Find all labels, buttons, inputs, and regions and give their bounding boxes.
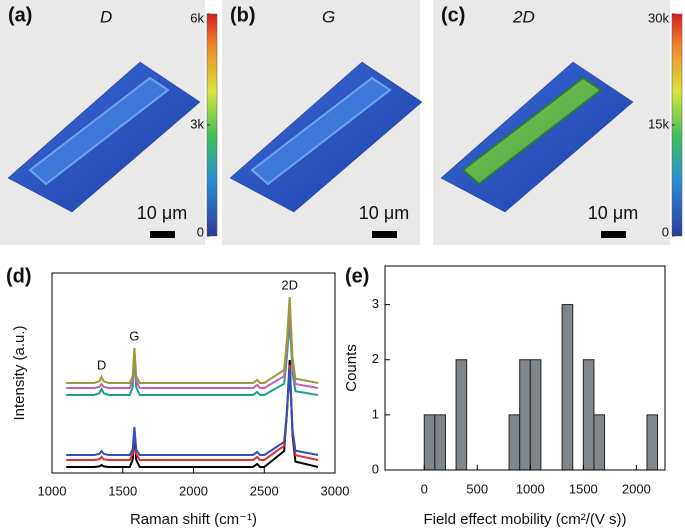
panel-label: (c): [441, 4, 465, 26]
spectrum: [66, 359, 319, 468]
map-title: D: [100, 7, 112, 26]
x-tick-label: 1000: [516, 481, 545, 496]
panel-label: (b): [230, 4, 256, 26]
bar: [455, 359, 468, 471]
x-tick-label: 1000: [38, 483, 67, 498]
y-tick-label: 3: [372, 296, 379, 311]
x-tick-label: 500: [466, 481, 488, 496]
x-tick-label: 2000: [622, 481, 651, 496]
y-axis-label: Intensity (a.u.): [11, 325, 28, 420]
bar: [423, 414, 436, 471]
bar: [529, 359, 542, 471]
x-axis-label: Field effect mobility (cm²/(V s)): [423, 511, 626, 528]
scale-bar-label: 10 μm: [137, 203, 187, 223]
bar: [646, 414, 659, 471]
x-tick-label: 2000: [179, 483, 208, 498]
bar: [508, 414, 521, 471]
map-title: 2D: [512, 7, 535, 26]
bar: [519, 359, 531, 471]
map-channel: [250, 76, 392, 186]
panel-label: (e): [345, 265, 369, 287]
x-axis-label: Raman shift (cm⁻¹): [130, 511, 257, 528]
colorbar-tick-label: 0: [197, 224, 204, 239]
x-tick-label: 3000: [321, 483, 350, 498]
scale-bar: [150, 231, 175, 238]
spectrum: [66, 296, 319, 384]
x-tick-label: 0: [421, 481, 428, 496]
panel-label: (d): [6, 265, 32, 287]
panel-label: (a): [8, 4, 32, 26]
colorbar-tick-label: 6k: [190, 10, 204, 25]
peak-label: G: [129, 328, 139, 343]
bar: [582, 359, 595, 471]
colorbar-tick-label: 3k: [190, 116, 204, 131]
bar: [434, 414, 446, 471]
map-title: G: [322, 7, 335, 26]
spectrum: [66, 309, 319, 389]
spectrum: [66, 368, 319, 456]
colorbar-tick-label: 15k: [648, 116, 669, 131]
map-channel: [28, 76, 170, 186]
scale-bar-label: 10 μm: [359, 203, 409, 223]
peak-label: D: [97, 357, 106, 372]
y-axis-label: Counts: [343, 344, 360, 392]
peak-label: 2D: [281, 277, 298, 292]
y-tick-label: 1: [372, 406, 379, 421]
colorbar-tick-label: 0: [662, 224, 669, 239]
bar: [593, 414, 606, 471]
x-tick-label: 1500: [108, 483, 137, 498]
scale-bar-label: 10 μm: [588, 203, 638, 223]
map-channel: [461, 76, 603, 186]
x-tick-label: 2500: [250, 483, 279, 498]
colorbar-tick-label: 30k: [648, 10, 669, 25]
y-tick-label: 2: [372, 351, 379, 366]
x-tick-label: 1500: [569, 481, 598, 496]
y-tick-label: 0: [372, 461, 379, 476]
scale-bar: [601, 231, 626, 238]
plot-frame: [384, 265, 666, 471]
scale-bar: [372, 231, 397, 238]
bar: [561, 304, 574, 471]
